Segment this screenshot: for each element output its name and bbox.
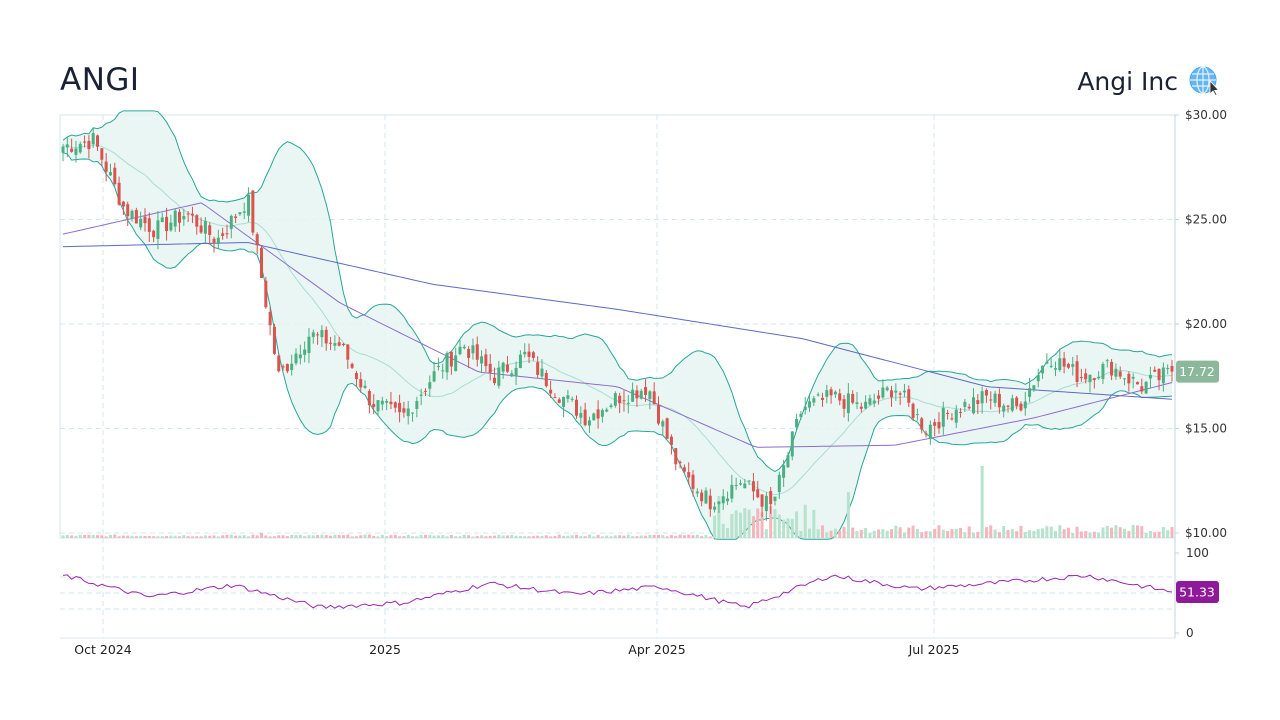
svg-text:2025: 2025 <box>369 642 401 657</box>
axes: $30.00 $25.00 $20.00 $15.00 $10.00 100 0 Oct 20… <box>74 108 1227 657</box>
svg-text:Apr 2025: Apr 2025 <box>628 642 685 657</box>
svg-text:$15.00: $15.00 <box>1185 422 1227 436</box>
svg-text:51.33: 51.33 <box>1179 585 1215 600</box>
svg-text:$25.00: $25.00 <box>1185 213 1227 227</box>
svg-text:$20.00: $20.00 <box>1185 317 1227 331</box>
globe-icon[interactable] <box>1189 66 1220 97</box>
moving-averages <box>62 202 1173 448</box>
volume-bars <box>61 466 1174 538</box>
svg-text:Oct 2024: Oct 2024 <box>74 642 131 657</box>
bollinger-bands <box>62 110 1173 540</box>
svg-text:100: 100 <box>1186 546 1209 560</box>
ticker-title: ANGI <box>60 62 140 98</box>
svg-text:0: 0 <box>1186 626 1194 640</box>
svg-text:$30.00: $30.00 <box>1185 108 1227 122</box>
rsi-panel <box>62 574 1173 609</box>
candlesticks <box>61 128 1174 521</box>
svg-text:17.72: 17.72 <box>1179 364 1215 379</box>
svg-text:Jul 2025: Jul 2025 <box>908 642 960 657</box>
svg-text:$10.00: $10.00 <box>1185 526 1227 540</box>
company-name: Angi Inc <box>1077 67 1178 96</box>
